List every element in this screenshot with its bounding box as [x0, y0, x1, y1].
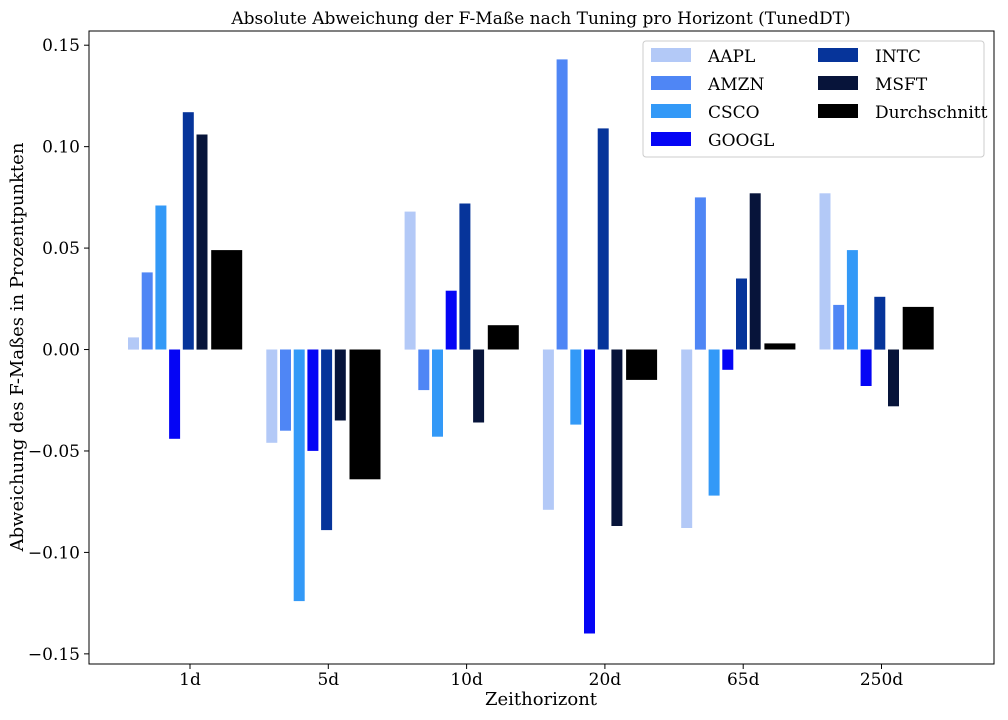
bar-durchschnitt-65d — [764, 343, 796, 350]
x-tick-label: 20d — [589, 670, 622, 690]
y-axis: −0.15 −0.10 −0.05 0.00 0.05 0.10 0.15 — [28, 36, 89, 665]
bar-amzn-250d — [833, 304, 845, 350]
bar-intc-65d — [736, 278, 747, 350]
legend-swatch-googl — [651, 132, 691, 146]
legend-label-csco: CSCO — [708, 103, 760, 123]
legend-swatch-msft — [818, 76, 858, 90]
plot-frame — [88, 30, 995, 665]
plot-area — [128, 59, 934, 634]
bar-msft-10d — [473, 349, 485, 423]
legend-swatch-intc — [818, 48, 858, 62]
legend-box — [642, 40, 985, 158]
y-tick-label: −0.15 — [28, 645, 80, 665]
y-tick-label: −0.10 — [28, 543, 80, 563]
y-axis-label: Abweichung des F-Maßes in Prozentpunkten — [7, 142, 28, 552]
bar-csco-5d — [293, 349, 305, 602]
bar-msft-5d — [334, 349, 346, 421]
bar-intc-10d — [459, 203, 471, 350]
bar-intc-1d — [182, 112, 194, 350]
legend-swatch-aapl — [651, 48, 691, 62]
bar-durchschnitt-20d — [626, 349, 658, 380]
bar-durchschnitt-5d — [349, 349, 381, 480]
bar-amzn-10d — [418, 349, 430, 391]
x-tick-label: 1d — [179, 670, 201, 690]
bar-amzn-20d — [556, 59, 568, 350]
legend-swatch-csco — [651, 104, 691, 118]
legend-label-googl: GOOGL — [708, 131, 774, 151]
legend: AAPL AMZN CSCO GOOGL INTC MSFT Durchschnitt — [642, 40, 988, 158]
bar-durchschnitt-10d — [487, 325, 519, 350]
legend-swatch-durchschnitt — [818, 104, 858, 118]
legend-label-intc: INTC — [875, 47, 921, 67]
bar-msft-20d — [611, 349, 623, 526]
x-tick-label: 10d — [450, 670, 483, 690]
x-tick-label: 65d — [727, 670, 760, 690]
legend-label-msft: MSFT — [875, 75, 928, 95]
bar-googl-65d — [722, 349, 734, 370]
bar-aapl-10d — [404, 211, 416, 350]
bar-durchschnitt-1d — [211, 250, 243, 350]
bar-amzn-65d — [694, 197, 706, 350]
legend-swatch-amzn — [651, 76, 691, 90]
x-axis: 1d 5d 10d 20d 65d 250d — [179, 664, 903, 690]
bar-intc-20d — [597, 128, 609, 350]
bar-googl-20d — [584, 349, 595, 634]
bar-amzn-5d — [280, 349, 291, 431]
bar-aapl-5d — [266, 349, 278, 443]
bar-aapl-250d — [819, 193, 831, 350]
y-tick-label: 0.10 — [42, 138, 80, 158]
bar-csco-1d — [155, 205, 167, 350]
x-tick-label: 5d — [317, 670, 339, 690]
y-tick-label: −0.05 — [28, 442, 80, 462]
bar-csco-65d — [708, 349, 720, 496]
y-tick-label: 0.15 — [42, 36, 80, 56]
bar-aapl-65d — [681, 349, 693, 528]
bar-intc-5d — [321, 349, 333, 531]
bar-aapl-20d — [542, 349, 554, 510]
y-tick-label: 0.00 — [42, 341, 80, 361]
bar-googl-1d — [169, 349, 181, 439]
bar-googl-250d — [860, 349, 872, 386]
bar-durchschnitt-250d — [902, 306, 934, 350]
x-tick-label: 250d — [860, 670, 903, 690]
bar-csco-250d — [846, 250, 858, 350]
bar-msft-1d — [196, 134, 208, 350]
legend-label-aapl: AAPL — [707, 47, 755, 67]
y-tick-label: 0.05 — [42, 239, 80, 259]
bar-intc-250d — [874, 296, 886, 350]
x-axis-label: Zeithorizont — [485, 689, 598, 710]
bar-googl-5d — [307, 349, 319, 451]
bar-msft-250d — [888, 349, 899, 407]
legend-label-amzn: AMZN — [707, 75, 764, 95]
bar-msft-65d — [749, 193, 761, 350]
chart-title: Absolute Abweichung der F-Maße nach Tuni… — [230, 9, 850, 29]
bar-amzn-1d — [141, 272, 153, 350]
bar-csco-10d — [432, 349, 443, 437]
legend-label-durchschnitt: Durchschnitt — [875, 103, 988, 123]
bar-aapl-1d — [128, 337, 139, 350]
bar-googl-10d — [445, 290, 457, 350]
bar-csco-20d — [570, 349, 582, 425]
